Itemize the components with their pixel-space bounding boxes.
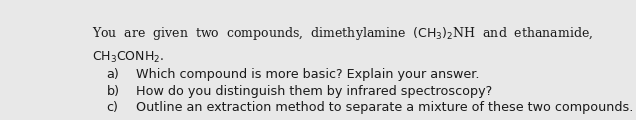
Text: Outline an extraction method to separate a mixture of these two compounds.: Outline an extraction method to separate… [136, 101, 633, 114]
Text: You  are  given  two  compounds,  dimethylamine  $(\mathrm{CH_3})_2$NH  and  eth: You are given two compounds, dimethylami… [92, 25, 593, 42]
Text: c): c) [107, 101, 118, 114]
Text: Which compound is more basic? Explain your answer.: Which compound is more basic? Explain yo… [136, 68, 480, 81]
Text: How do you distinguish them by infrared spectroscopy?: How do you distinguish them by infrared … [136, 85, 492, 98]
Text: $\mathrm{CH_3CONH_2}$.: $\mathrm{CH_3CONH_2}$. [92, 50, 164, 65]
Text: b): b) [107, 85, 120, 98]
Text: a): a) [107, 68, 120, 81]
